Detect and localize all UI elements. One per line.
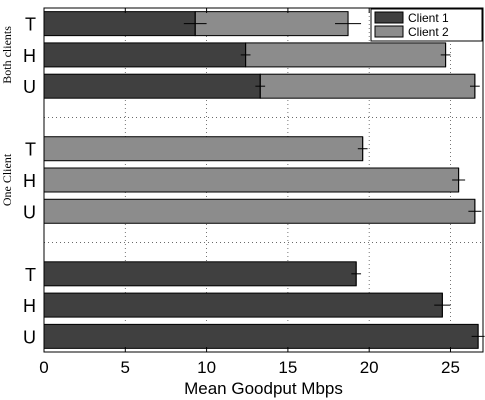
error-bars bbox=[183, 11, 485, 349]
bar-client2 bbox=[43, 136, 364, 162]
category-label: U bbox=[23, 77, 36, 97]
bar-client1 bbox=[43, 73, 261, 99]
group-label: One Client bbox=[0, 153, 14, 206]
x-tick-label: 20 bbox=[360, 358, 379, 377]
x-tick-label: 25 bbox=[441, 358, 460, 377]
category-label: U bbox=[23, 202, 36, 222]
x-tick-label: 15 bbox=[278, 358, 297, 377]
bar-client2 bbox=[194, 11, 349, 37]
bar-client2 bbox=[245, 42, 447, 68]
legend-swatch bbox=[374, 11, 404, 24]
legend-label: Client 1 bbox=[408, 11, 449, 25]
group-label: Both clients bbox=[0, 26, 14, 84]
bar-client1 bbox=[43, 323, 479, 349]
category-label: T bbox=[25, 265, 36, 285]
x-tick-label: 0 bbox=[39, 358, 48, 377]
legend-label: Client 2 bbox=[408, 25, 449, 39]
bar-client1 bbox=[43, 292, 443, 318]
bar-client1 bbox=[43, 261, 357, 287]
bar-client2 bbox=[259, 73, 476, 99]
x-ticks: 0 5 10 15 20 25 bbox=[39, 8, 460, 377]
x-axis-label: Mean Goodput Mbps bbox=[184, 379, 343, 398]
bar-client1 bbox=[43, 42, 247, 68]
plot-frame bbox=[43, 7, 484, 353]
legend-swatch bbox=[374, 25, 404, 38]
category-label: T bbox=[25, 140, 36, 160]
bar-client1 bbox=[43, 11, 196, 37]
category-label: U bbox=[23, 327, 36, 347]
category-label: H bbox=[23, 46, 36, 66]
x-tick-label: 5 bbox=[121, 358, 130, 377]
category-label: H bbox=[23, 296, 36, 316]
bar-client2 bbox=[43, 167, 460, 193]
x-tick-label: 10 bbox=[197, 358, 216, 377]
bar-client2 bbox=[43, 198, 476, 224]
category-label: H bbox=[23, 171, 36, 191]
bars bbox=[43, 11, 479, 349]
category-label: T bbox=[25, 15, 36, 35]
